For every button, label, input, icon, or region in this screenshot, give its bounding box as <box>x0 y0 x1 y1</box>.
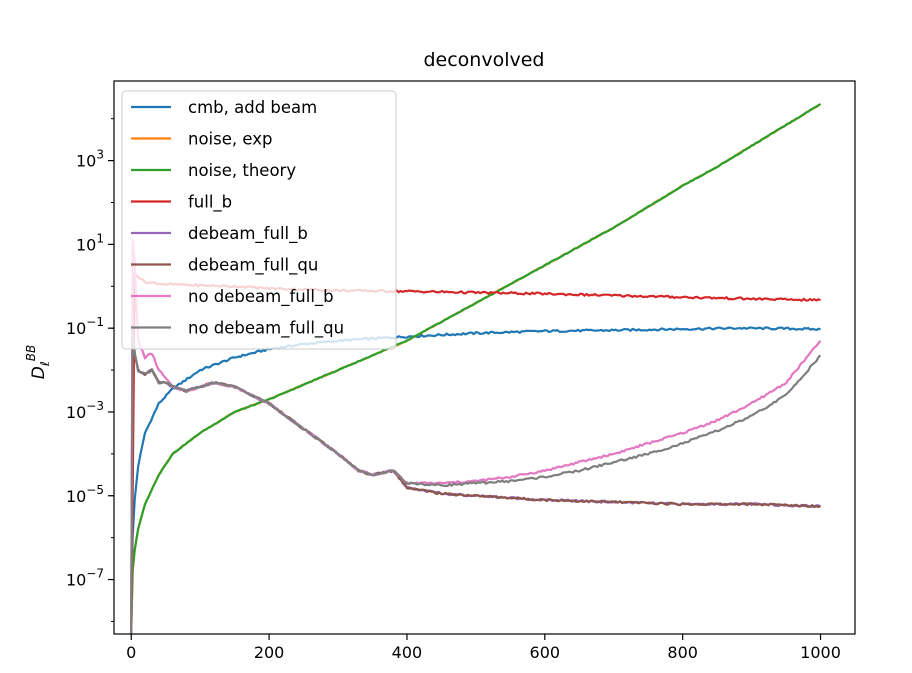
series-line-7 <box>130 327 822 634</box>
legend-label-4: debeam_full_b <box>188 224 308 244</box>
y-tick-label-1: 10−5 <box>66 483 104 506</box>
legend-label-2: noise, theory <box>188 161 296 180</box>
legend-label-7: no debeam_full_qu <box>188 319 344 339</box>
x-tick-label-2: 400 <box>392 643 423 662</box>
x-tick-label-1: 200 <box>254 643 285 662</box>
y-tick-label-4: 101 <box>76 231 104 254</box>
y-axis-label: DℓBB <box>24 345 52 380</box>
y-tick-label-5: 103 <box>76 148 104 171</box>
x-tick-label-0: 0 <box>126 643 136 662</box>
x-tick-label-3: 600 <box>530 643 561 662</box>
y-axis: 10−7 10−5 10−3 10−1 101 103 <box>66 118 114 622</box>
legend-box <box>121 90 397 350</box>
y-tick-label-2: 10−3 <box>66 399 104 422</box>
series-line-0 <box>130 326 821 634</box>
y-tick-label-0: 10−7 <box>66 567 104 590</box>
legend-label-3: full_b <box>188 193 232 213</box>
x-tick-label-5: 1000 <box>800 643 841 662</box>
legend-label-0: cmb, add beam <box>188 98 317 117</box>
y-tick-label-3: 10−1 <box>66 315 104 338</box>
plot-frame <box>113 80 856 635</box>
x-tick-label-4: 800 <box>667 643 698 662</box>
legend-label-5: debeam_full_qu <box>188 256 318 276</box>
legend-label-6: no debeam_full_b <box>188 287 334 307</box>
legend-label-1: noise, exp <box>188 130 272 149</box>
legend: cmb, add beam noise, exp noise, theory full… <box>121 90 397 350</box>
chart-title: deconvolved <box>423 49 544 71</box>
x-axis: 0 200 400 600 800 1000 <box>126 634 841 662</box>
series-line-2 <box>130 103 822 634</box>
